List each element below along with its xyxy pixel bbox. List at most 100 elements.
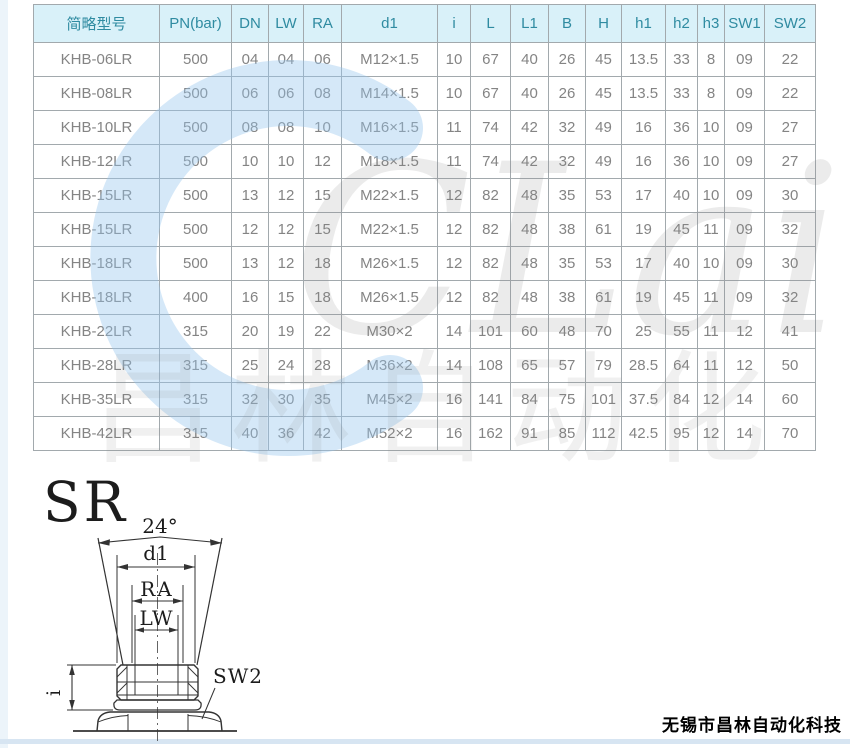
table-row: KHB-22LR 315 20 19 22 M30×2 14 101 60 48 70 25 55 11 1… [33,314,816,349]
angle-label: 24° [142,514,177,538]
table-cell: 26 [548,42,586,77]
table-cell: 400 [159,280,232,315]
table-cell: 48 [510,246,549,281]
table-cell: 45 [665,212,698,247]
table-cell: 82 [470,246,511,281]
table-row: KHB-15LR 500 13 12 15 M22×1.5 12 82 48 35 53 17 40 10… [33,178,816,213]
table-cell: 12 [437,280,471,315]
table-cell: 91 [510,416,549,451]
table-cell: M26×1.5 [341,246,438,281]
table-cell: 09 [724,76,765,111]
table-cell: 84 [665,382,698,417]
table-cell: 500 [159,110,232,145]
table-cell: 17 [621,178,666,213]
table-cell: 12 [697,416,725,451]
column-header: L [470,4,511,43]
table-cell: M30×2 [341,314,438,349]
table-cell: 30 [268,382,304,417]
table-cell: 101 [470,314,511,349]
table-cell: 15 [268,280,304,315]
table-cell: 45 [665,280,698,315]
table-cell: 37.5 [621,382,666,417]
table-cell: KHB-28LR [33,348,160,383]
table-cell: 16 [437,416,471,451]
table-cell: 11 [697,314,725,349]
column-header: h3 [697,4,725,43]
table-cell: 14 [437,348,471,383]
column-header: i [437,4,471,43]
table-cell: KHB-12LR [33,144,160,179]
table-cell: 20 [231,314,269,349]
table-cell: 10 [697,144,725,179]
table-cell: M12×1.5 [341,42,438,77]
table-cell: 09 [724,144,765,179]
table-cell: 11 [697,348,725,383]
table-cell: 12 [437,212,471,247]
table-cell: 95 [665,416,698,451]
table-cell: M22×1.5 [341,178,438,213]
spec-table-body: KHB-06LR 500 04 04 06 M12×1.5 10 67 40 26 45 13.5 33… [33,42,816,451]
table-cell: 42 [303,416,342,451]
table-cell: 162 [470,416,511,451]
table-cell: 315 [159,314,232,349]
table-cell: 18 [303,246,342,281]
table-row: KHB-42LR 315 40 36 42 M52×2 16 162 91 85 112 42.5 95… [33,416,816,451]
table-cell: 112 [585,416,622,451]
table-cell: 500 [159,246,232,281]
table-cell: 16 [231,280,269,315]
table-cell: 27 [764,110,816,145]
company-name: 无锡市昌林自动化科技 [662,716,842,735]
table-cell: 108 [470,348,511,383]
table-cell: 500 [159,76,232,111]
column-header: h2 [665,4,698,43]
lw-label: LW [139,606,173,630]
table-cell: 04 [231,42,269,77]
table-cell: 315 [159,416,232,451]
table-cell: 38 [548,212,586,247]
table-cell: 13.5 [621,76,666,111]
table-cell: 48 [548,314,586,349]
table-cell: M26×1.5 [341,280,438,315]
table-cell: 12 [231,212,269,247]
table-row: KHB-18LR 400 16 15 18 M26×1.5 12 82 48 38 61 19 45 11… [33,280,816,315]
table-cell: M18×1.5 [341,144,438,179]
table-cell: 33 [665,76,698,111]
column-header: L1 [510,4,549,43]
table-cell: 40 [665,246,698,281]
table-cell: 53 [585,178,622,213]
table-cell: 35 [548,246,586,281]
table-cell: 12 [303,144,342,179]
table-cell: 10 [303,110,342,145]
table-cell: 61 [585,212,622,247]
table-row: KHB-08LR 500 06 06 08 M14×1.5 10 67 40 26 45 13.5 33… [33,76,816,111]
table-row: KHB-06LR 500 04 04 06 M12×1.5 10 67 40 26 45 13.5 33… [33,42,816,77]
table-cell: 10 [268,144,304,179]
table-cell: 49 [585,110,622,145]
table-cell: 82 [470,212,511,247]
table-cell: 8 [697,42,725,77]
ra-label: RA [140,577,174,601]
table-cell: 42 [510,110,549,145]
table-cell: 14 [724,416,765,451]
table-cell: 82 [470,280,511,315]
table-cell: 25 [231,348,269,383]
table-cell: 12 [437,178,471,213]
page-left-edge [0,0,8,748]
table-cell: 500 [159,42,232,77]
table-cell: 82 [470,178,511,213]
sw2-label: SW2 [213,664,263,688]
table-cell: 09 [724,246,765,281]
table-cell: 06 [303,42,342,77]
column-header: 简略型号 [33,4,160,43]
table-cell: 40 [510,76,549,111]
table-cell: KHB-42LR [33,416,160,451]
table-cell: 04 [268,42,304,77]
table-cell: M14×1.5 [341,76,438,111]
table-cell: 42.5 [621,416,666,451]
table-cell: 28.5 [621,348,666,383]
table-cell: 26 [548,76,586,111]
table-cell: KHB-15LR [33,212,160,247]
i-label: i [43,690,65,696]
table-cell: 10 [437,42,471,77]
table-row: KHB-15LR 500 12 12 15 M22×1.5 12 82 48 38 61 19 45 11… [33,212,816,247]
